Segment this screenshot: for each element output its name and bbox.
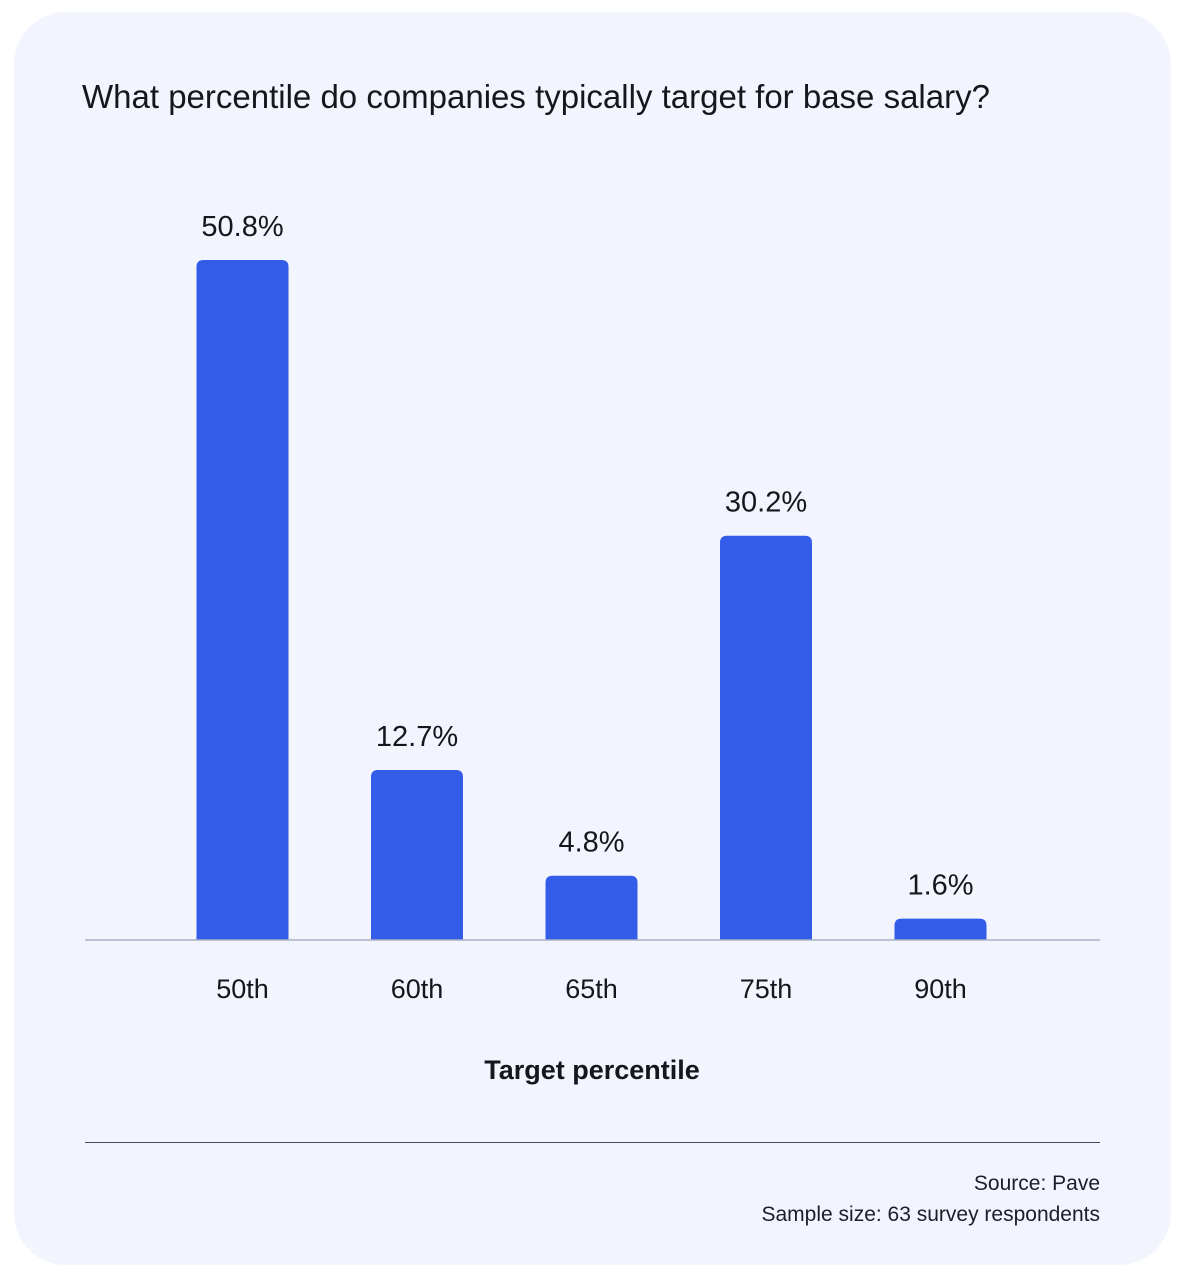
footer: Source: Pave Sample size: 63 survey resp… bbox=[761, 1168, 1100, 1230]
value-label-60th: 12.7% bbox=[376, 721, 458, 753]
value-label-90th: 1.6% bbox=[907, 870, 973, 902]
bar-90th bbox=[894, 918, 987, 940]
bar-50th bbox=[196, 260, 289, 940]
bar-65th bbox=[545, 875, 638, 940]
chart-title: What percentile do companies typically t… bbox=[82, 78, 990, 115]
x-axis-label: Target percentile bbox=[484, 1055, 700, 1085]
tick-label-75th: 75th bbox=[740, 974, 793, 1004]
bar-75th bbox=[720, 535, 812, 940]
tick-label-65th: 65th bbox=[565, 974, 618, 1004]
tick-label-50th: 50th bbox=[216, 974, 269, 1004]
value-label-75th: 30.2% bbox=[725, 487, 807, 519]
tick-label-90th: 90th bbox=[914, 974, 967, 1004]
bar-60th bbox=[371, 770, 463, 940]
sample-size-note: Sample size: 63 survey respondents bbox=[761, 1203, 1100, 1226]
bars-group bbox=[196, 260, 987, 940]
source-note: Source: Pave bbox=[973, 1172, 1100, 1195]
tick-labels-group: 50th 60th 65th 75th 90th bbox=[216, 974, 967, 1004]
value-label-50th: 50.8% bbox=[201, 211, 283, 243]
value-label-65th: 4.8% bbox=[558, 827, 624, 859]
footer-divider bbox=[85, 1142, 1100, 1143]
value-labels-group: 50.8% 12.7% 4.8% 30.2% 1.6% bbox=[201, 211, 973, 902]
tick-label-60th: 60th bbox=[391, 974, 444, 1004]
